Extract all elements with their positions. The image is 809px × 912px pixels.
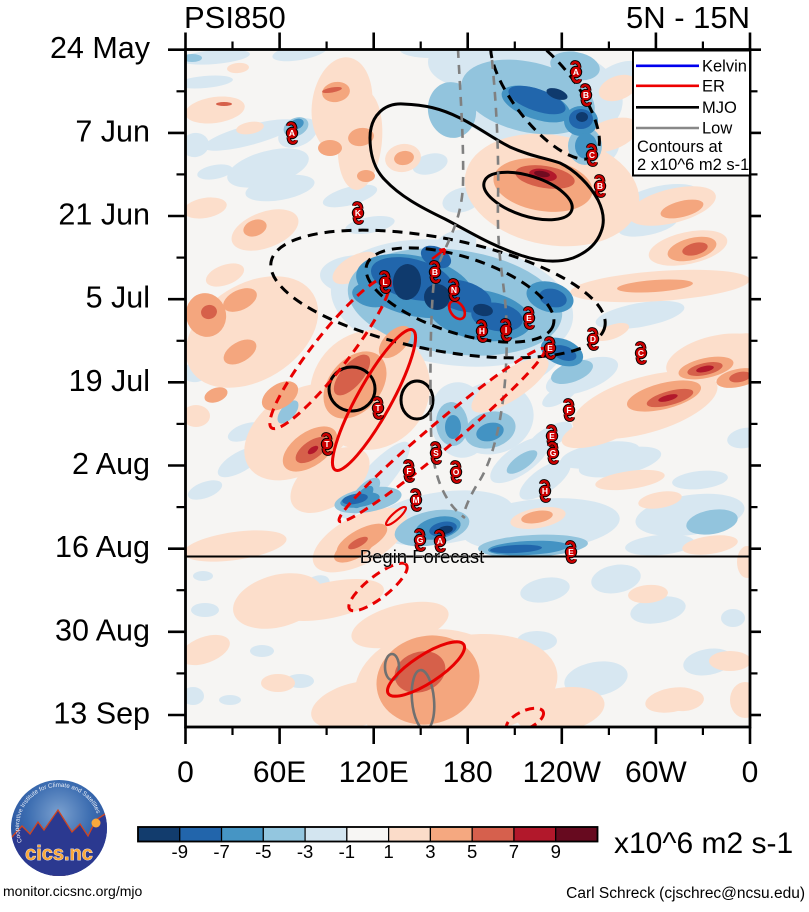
svg-text:-9: -9 <box>172 841 188 862</box>
svg-text:1: 1 <box>383 841 393 862</box>
svg-text:M: M <box>412 495 419 505</box>
svg-text:30 Aug: 30 Aug <box>55 613 150 647</box>
svg-text:13 Sep: 13 Sep <box>53 697 150 731</box>
svg-text:MJO: MJO <box>702 99 737 117</box>
svg-text:E: E <box>526 313 532 323</box>
svg-text:B: B <box>583 90 589 100</box>
svg-text:T: T <box>324 439 330 449</box>
svg-text:5 Jul: 5 Jul <box>86 281 150 315</box>
svg-text:120W: 120W <box>523 756 602 789</box>
svg-text:180: 180 <box>443 756 493 789</box>
svg-text:60E: 60E <box>253 756 306 789</box>
svg-text:2 Aug: 2 Aug <box>72 447 150 481</box>
svg-text:A: A <box>437 536 443 546</box>
svg-text:Low: Low <box>702 120 732 138</box>
svg-text:E: E <box>568 547 574 557</box>
svg-text:F: F <box>566 405 571 415</box>
svg-text:N: N <box>451 285 457 295</box>
svg-text:cics.nc: cics.nc <box>25 843 93 865</box>
svg-text:E: E <box>547 343 553 353</box>
svg-text:B: B <box>432 267 438 277</box>
svg-text:I: I <box>505 325 507 335</box>
svg-text:21 Jun: 21 Jun <box>58 198 150 232</box>
svg-text:0: 0 <box>742 756 759 789</box>
svg-text:0: 0 <box>177 756 194 789</box>
svg-text:monitor.cicsnc.org/mjo: monitor.cicsnc.org/mjo <box>3 883 142 899</box>
svg-text:C: C <box>589 150 595 160</box>
svg-text:2 x10^6 m2 s-1: 2 x10^6 m2 s-1 <box>637 156 749 174</box>
svg-text:-3: -3 <box>297 841 313 862</box>
svg-text:Contours at: Contours at <box>637 138 723 156</box>
svg-text:3: 3 <box>425 841 435 862</box>
svg-text:Kelvin: Kelvin <box>702 57 747 75</box>
svg-text:D: D <box>590 334 596 344</box>
svg-text:7: 7 <box>509 841 519 862</box>
svg-text:H: H <box>542 486 548 496</box>
svg-text:C: C <box>638 348 644 358</box>
svg-text:G: G <box>417 535 424 545</box>
svg-text:F: F <box>406 466 411 476</box>
svg-text:5: 5 <box>467 841 477 862</box>
svg-text:9: 9 <box>551 841 561 862</box>
svg-text:O: O <box>453 467 460 477</box>
svg-text:ER: ER <box>702 77 725 95</box>
svg-text:H: H <box>479 326 485 336</box>
svg-text:K: K <box>355 208 362 218</box>
svg-text:24 May: 24 May <box>50 31 151 65</box>
svg-text:Carl Schreck (cjschrec@ncsu.ed: Carl Schreck (cjschrec@ncsu.edu) <box>566 885 805 902</box>
svg-text:A: A <box>573 67 579 77</box>
svg-text:S: S <box>433 448 439 458</box>
svg-text:120E: 120E <box>339 756 409 789</box>
svg-text:-1: -1 <box>339 841 355 862</box>
svg-text:A: A <box>289 128 295 138</box>
svg-text:-7: -7 <box>213 841 229 862</box>
svg-text:5N - 15N: 5N - 15N <box>626 0 750 35</box>
svg-text:x10^6 m2 s-1: x10^6 m2 s-1 <box>614 827 793 860</box>
svg-text:-5: -5 <box>255 841 271 862</box>
svg-text:L: L <box>382 277 387 287</box>
svg-text:16 Aug: 16 Aug <box>55 530 150 564</box>
svg-text:B: B <box>597 181 603 191</box>
svg-text:7 Jun: 7 Jun <box>75 114 150 148</box>
svg-text:G: G <box>550 448 557 458</box>
svg-text:Begin Forecast: Begin Forecast <box>360 546 484 567</box>
svg-text:PSI850: PSI850 <box>184 0 286 35</box>
svg-text:T: T <box>375 403 381 413</box>
svg-text:19 Jul: 19 Jul <box>69 364 150 398</box>
svg-text:60W: 60W <box>625 756 687 789</box>
svg-text:E: E <box>549 431 555 441</box>
